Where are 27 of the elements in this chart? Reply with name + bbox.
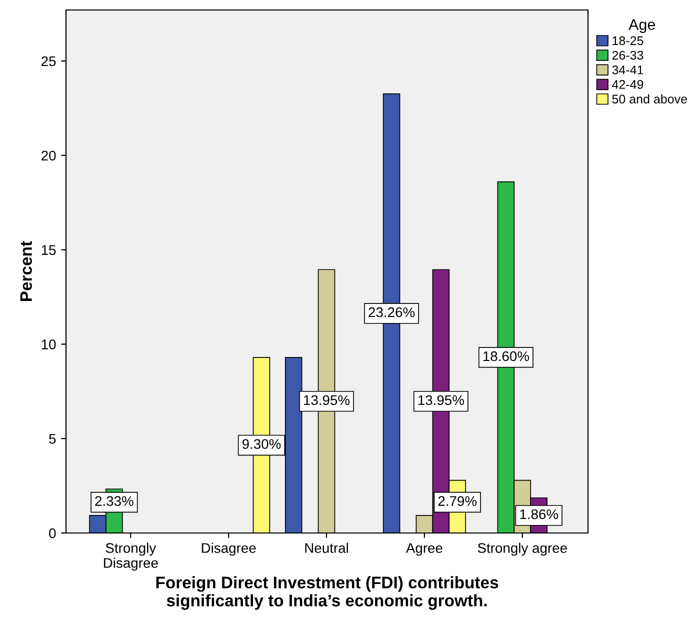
- y-tick-label: 10: [42, 340, 56, 350]
- y-tick-label: 25: [42, 56, 56, 66]
- x-tick-label: Agree: [406, 543, 442, 556]
- y-tick-label: 0: [49, 528, 56, 538]
- data-label: 13.95%: [418, 395, 464, 406]
- y-axis-title: Percent: [20, 241, 32, 301]
- data-label: 13.95%: [304, 395, 350, 406]
- y-tick-label: 15: [42, 245, 56, 255]
- data-label: 2.79%: [438, 496, 477, 506]
- legend-label: 18-25: [612, 36, 644, 46]
- data-label: 23.26%: [368, 307, 415, 318]
- x-tick-label: Disagree: [202, 542, 256, 556]
- x-axis-title: Foreign Direct Investment (FDI) contributes significantly to India’s economic growth.: [156, 576, 498, 610]
- x-tick-label: Strongly Disagree: [104, 542, 158, 571]
- legend-title: Age: [628, 19, 656, 33]
- y-tick-label: 5: [49, 434, 56, 444]
- legend-label: 34-41: [612, 65, 644, 74]
- legend-label: 50 and above: [612, 94, 687, 104]
- legend-label: 42-49: [612, 80, 644, 89]
- data-label: 1.86%: [520, 509, 558, 520]
- x-tick-label: Strongly agree: [478, 542, 567, 556]
- data-label: 2.33%: [95, 496, 134, 506]
- data-label: 9.30%: [242, 439, 281, 449]
- y-tick-label: 20: [42, 150, 56, 161]
- data-label: 18.60%: [483, 351, 529, 362]
- x-tick-label: Neutral: [305, 542, 348, 553]
- legend-label: 26-33: [612, 50, 644, 60]
